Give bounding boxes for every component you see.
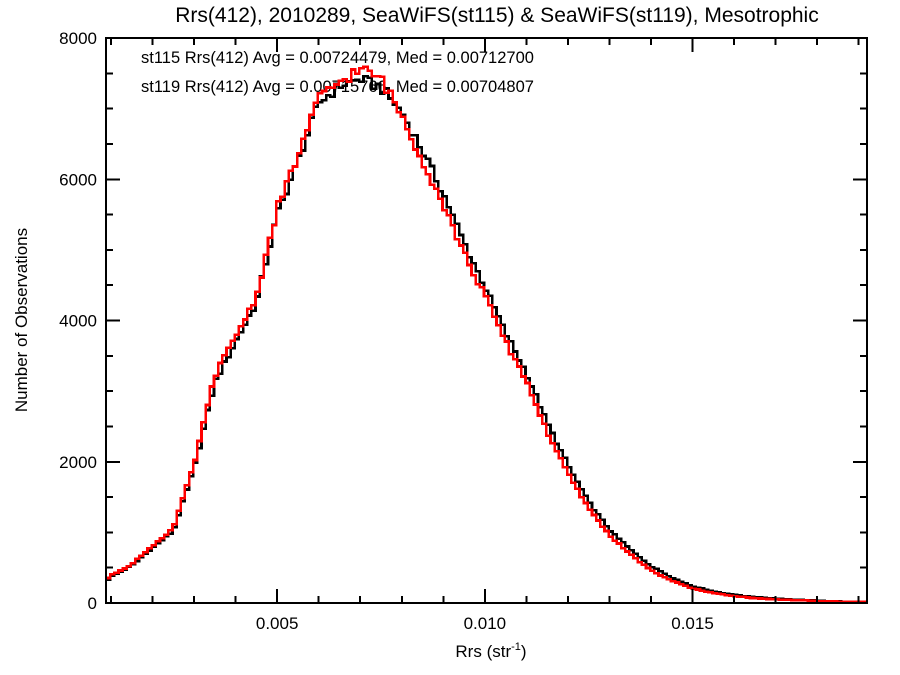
series-st115-curve [106, 74, 868, 604]
y-tick-label: 0 [88, 594, 97, 613]
histogram-series-group [106, 65, 868, 604]
y-tick-label: 8000 [59, 29, 97, 48]
chart-title: Rrs(412), 2010289, SeaWiFS(st115) & SeaW… [175, 4, 818, 27]
tick-labels: 0.005 0.010 0.015 0 2000 4000 6000 8000 [59, 29, 714, 633]
y-tick-label: 2000 [59, 453, 97, 472]
x-tick-label: 0.005 [256, 614, 299, 633]
plot-frame [105, 37, 868, 604]
y-axis-label: Number of Observations [12, 228, 31, 412]
y-tick-label: 6000 [59, 170, 97, 189]
x-tick-label: 0.010 [464, 614, 507, 633]
x-tick-label: 0.015 [671, 614, 714, 633]
x-axis-label: Rrs (str-1) [455, 641, 526, 661]
axes-group [105, 37, 868, 604]
series-st119-curve [106, 65, 868, 604]
legend-st115: st115 Rrs(412) Avg = 0.00724479, Med = 0… [141, 49, 534, 67]
y-tick-label: 4000 [59, 312, 97, 331]
